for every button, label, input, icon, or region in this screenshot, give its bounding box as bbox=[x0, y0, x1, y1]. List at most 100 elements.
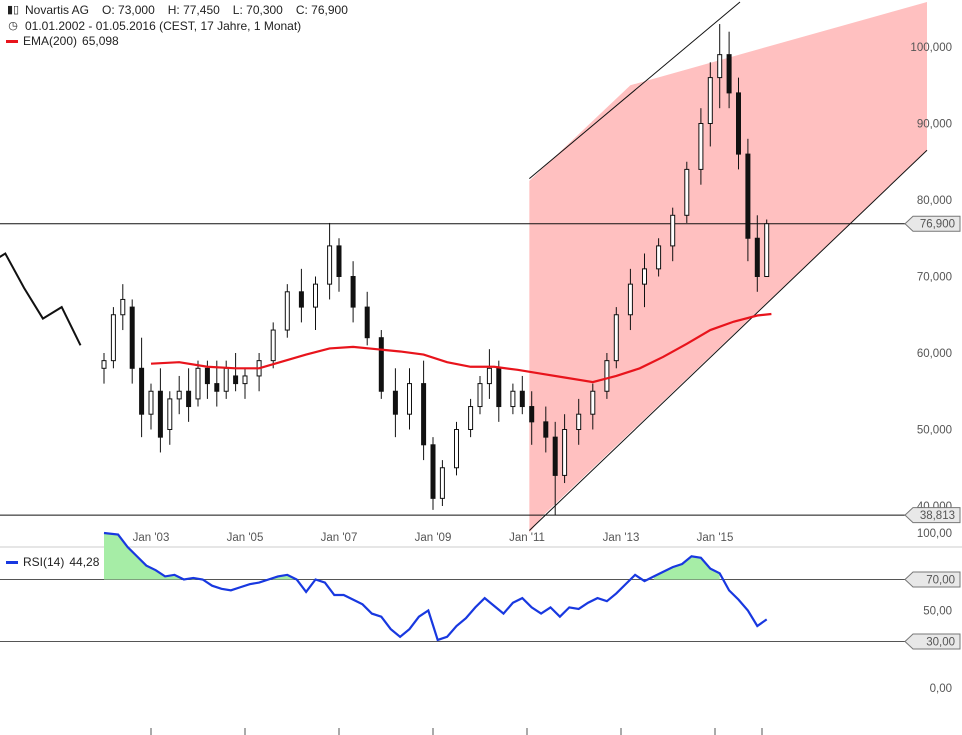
candle-body bbox=[204, 367, 210, 385]
candle-body bbox=[430, 444, 436, 499]
high-value: H: 77,450 bbox=[167, 3, 220, 17]
candle-body bbox=[604, 360, 610, 392]
instrument-name: Novartis AG bbox=[25, 3, 90, 17]
candle-body bbox=[496, 367, 502, 408]
candle-body bbox=[754, 237, 760, 277]
rsi-line bbox=[103, 531, 768, 642]
candle-body bbox=[613, 314, 619, 362]
candle-body bbox=[284, 291, 290, 331]
ema-label: EMA(200) bbox=[23, 34, 78, 48]
candle-body bbox=[167, 398, 173, 430]
candle-body bbox=[707, 77, 713, 124]
candle-body bbox=[552, 436, 558, 476]
rsi-level-tag bbox=[904, 633, 961, 650]
low-value: L: 70,300 bbox=[232, 3, 283, 17]
rsi-axis-tick-label: 50,00 bbox=[923, 606, 952, 618]
price-axis-tick-label: 100,000 bbox=[910, 42, 952, 54]
candle-body bbox=[439, 467, 445, 499]
candle-body bbox=[642, 268, 647, 285]
candle-body bbox=[407, 383, 412, 415]
candle-body bbox=[477, 383, 483, 408]
candle-body bbox=[670, 214, 676, 247]
time-axis-tick-label: Jan '09 bbox=[415, 532, 452, 544]
time-axis-tick-label: Jan '07 bbox=[321, 532, 358, 544]
candle-body bbox=[176, 390, 182, 400]
candle-body bbox=[392, 390, 398, 415]
candle-body bbox=[364, 306, 370, 339]
trend-channel-fill bbox=[529, 2, 927, 533]
candle-body bbox=[233, 375, 239, 385]
rsi-level-tag-label: 30,00 bbox=[926, 637, 955, 649]
candle-body bbox=[745, 153, 751, 239]
candle-body bbox=[298, 291, 304, 308]
candle-body bbox=[627, 283, 633, 316]
candle-body bbox=[157, 390, 163, 438]
candle-body bbox=[336, 245, 342, 277]
candle-body bbox=[764, 223, 770, 277]
close-value: C: 76,900 bbox=[295, 3, 348, 17]
price-axis-tick-label: 60,000 bbox=[917, 348, 952, 360]
candle-body bbox=[529, 406, 535, 423]
candle-body bbox=[242, 375, 248, 385]
candle-body bbox=[543, 421, 549, 438]
ema-swatch bbox=[6, 40, 18, 44]
candle-body bbox=[313, 283, 318, 308]
price-axis-tick-label: 90,000 bbox=[917, 119, 952, 131]
candle-body bbox=[562, 429, 568, 476]
channel-lower-line bbox=[529, 149, 928, 531]
candle-body bbox=[421, 383, 427, 446]
rsi-overbought-fill bbox=[104, 533, 203, 580]
price-marker-tag-label: 76,900 bbox=[920, 219, 955, 231]
candle-body bbox=[468, 406, 474, 430]
price-marker-tag-label: 38,813 bbox=[920, 510, 955, 522]
open-value: O: 73,000 bbox=[102, 3, 155, 17]
candle-body bbox=[510, 390, 516, 408]
history-line bbox=[0, 252, 82, 346]
candle-body bbox=[736, 92, 741, 155]
candle-body bbox=[214, 383, 220, 392]
rsi-overbought-fill bbox=[268, 574, 297, 580]
candle-body bbox=[656, 245, 662, 270]
clock-icon: ◷ bbox=[8, 19, 18, 32]
time-axis-tick-label: Jan '03 bbox=[133, 532, 170, 544]
candle-body bbox=[717, 54, 723, 79]
ema200-line bbox=[150, 312, 772, 384]
time-axis-tick-label: Jan '05 bbox=[227, 532, 264, 544]
candle-body bbox=[698, 123, 704, 170]
candle-body bbox=[120, 298, 126, 316]
rsi-axis-tick-label: 100,00 bbox=[917, 528, 952, 540]
candle-body bbox=[148, 390, 154, 415]
candle-body bbox=[519, 390, 525, 408]
ema-value: 65,098 bbox=[82, 34, 119, 48]
candle-body bbox=[378, 337, 384, 392]
time-axis-tick-label: Jan '13 bbox=[603, 532, 640, 544]
candle-body bbox=[486, 367, 492, 385]
candle-body bbox=[590, 390, 596, 415]
candle-body bbox=[101, 360, 107, 369]
rsi-level-tag bbox=[904, 571, 961, 588]
candle-body bbox=[186, 390, 192, 408]
price-marker-tag bbox=[904, 507, 961, 524]
candle-body bbox=[223, 367, 229, 392]
channel-upper-line bbox=[529, 1, 741, 179]
candlestick-icon: ▮▯ bbox=[6, 4, 20, 16]
candle-body bbox=[195, 367, 201, 400]
candle-body bbox=[110, 314, 116, 362]
candle-body bbox=[139, 367, 145, 415]
candle-body bbox=[350, 276, 356, 308]
ohlc-row: ▮▯ Novartis AG O: 73,000 H: 77,450 L: 70… bbox=[6, 3, 348, 19]
ema-row: EMA(200) 65,098 bbox=[6, 34, 348, 50]
price-axis-tick-label: 70,000 bbox=[917, 272, 952, 284]
time-axis-tick-label: Jan '11 bbox=[509, 532, 545, 544]
price-axis-tick-label: 80,000 bbox=[917, 195, 952, 207]
rsi-axis-tick-label: 0,00 bbox=[930, 683, 952, 695]
candle-body bbox=[576, 413, 582, 431]
candle-body bbox=[726, 54, 732, 94]
candle-body bbox=[270, 329, 276, 362]
candle-body bbox=[327, 245, 333, 285]
period-row: ◷ 01.01.2002 - 01.05.2016 (CEST, 17 Jahr… bbox=[6, 19, 348, 35]
chart-legend: ▮▯ Novartis AG O: 73,000 H: 77,450 L: 70… bbox=[6, 3, 348, 50]
price-axis-tick-label: 50,000 bbox=[917, 425, 952, 437]
rsi-swatch bbox=[6, 560, 18, 564]
